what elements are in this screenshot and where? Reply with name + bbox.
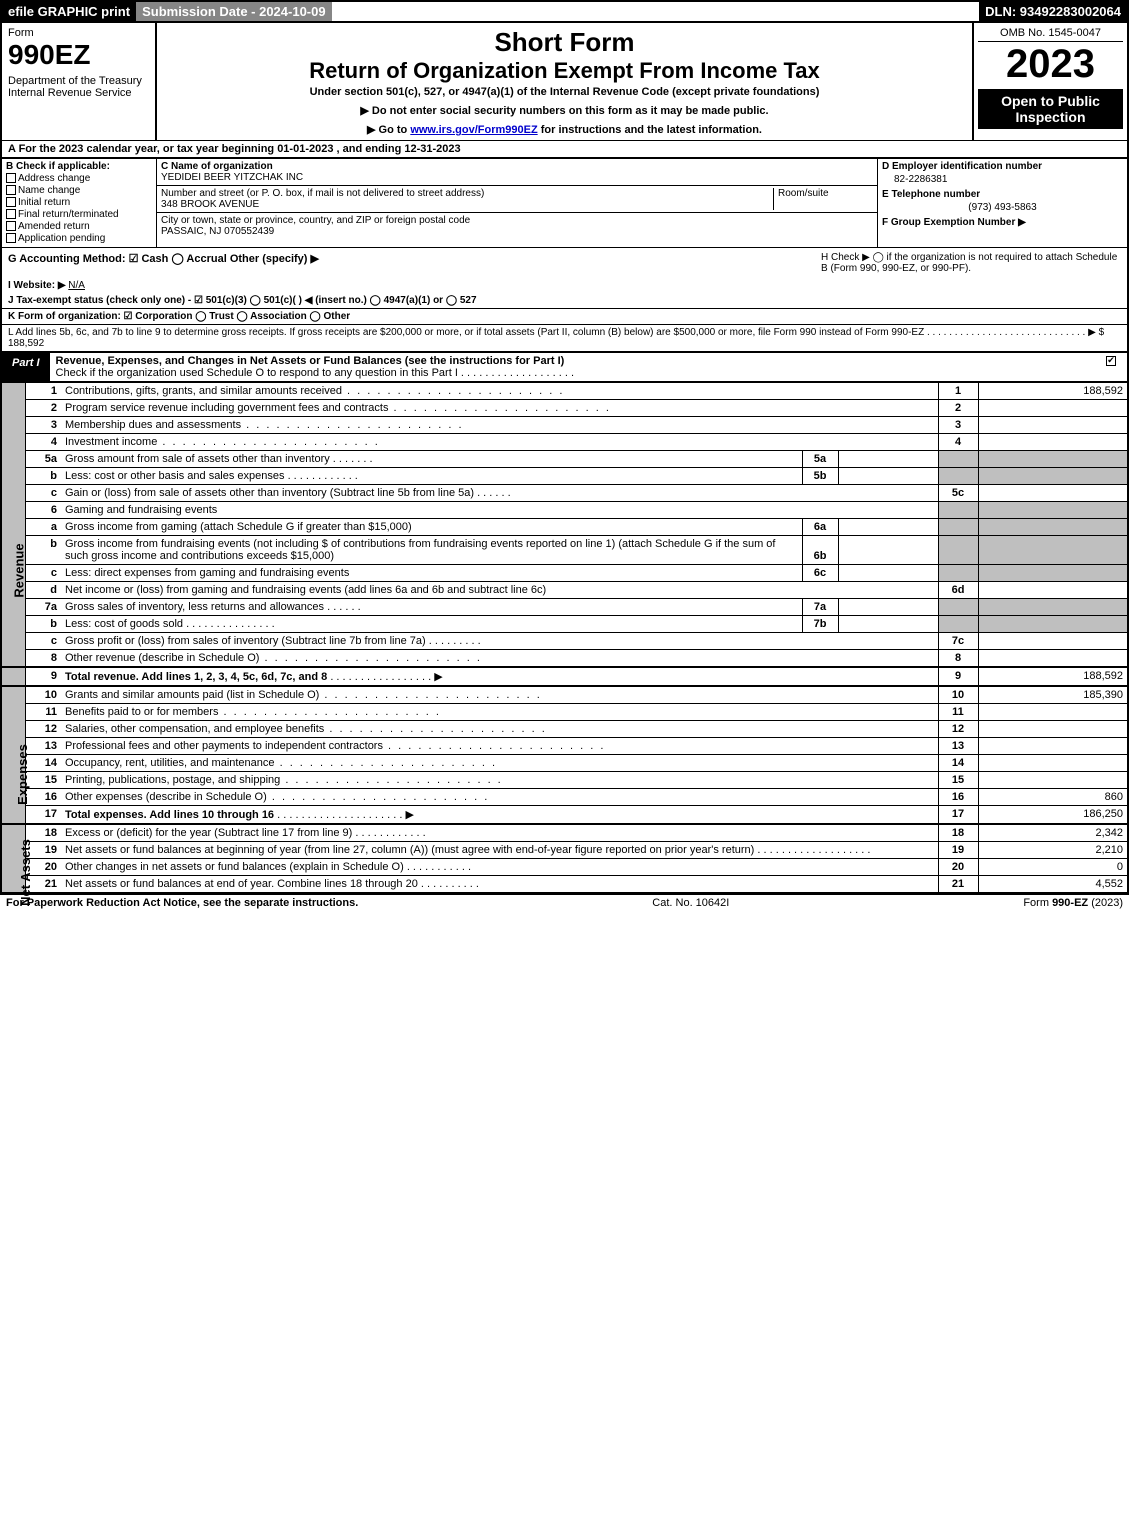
chk-final-return[interactable]: Final return/terminated [6,209,152,220]
footer-left: For Paperwork Reduction Act Notice, see … [6,897,358,909]
side-net-assets: Net Assets [1,824,25,893]
section-j: J Tax-exempt status (check only one) - ☑… [0,293,1129,308]
d-ein-label: D Employer identification number [882,161,1123,172]
irs-link[interactable]: www.irs.gov/Form990EZ [410,124,537,136]
instr2-post: for instructions and the latest informat… [538,124,762,136]
footer-mid: Cat. No. 10642I [358,897,1023,909]
form-number: 990EZ [8,39,149,71]
section-c: C Name of organization YEDIDEI BEER YITZ… [157,159,877,247]
h-schedule-b: H Check ▶ ◯ if the organization is not r… [821,252,1121,274]
instruction-2: ▶ Go to www.irs.gov/Form990EZ for instru… [161,123,968,136]
telephone: (973) 493-5863 [882,200,1123,217]
section-b: B Check if applicable: Address change Na… [2,159,157,247]
part1-title: Revenue, Expenses, and Changes in Net As… [50,353,1097,381]
g-accounting: G Accounting Method: ☑ Cash ◯ Accrual Ot… [8,252,821,274]
section-k: K Form of organization: ☑ Corporation ◯ … [0,308,1129,324]
line-1-val: 188,592 [978,383,1128,400]
chk-application-pending[interactable]: Application pending [6,233,152,244]
short-form-title: Short Form [161,27,968,58]
form-header: Form 990EZ Department of the Treasury In… [0,23,1129,140]
b-header: B Check if applicable: [6,161,152,172]
section-bcd: B Check if applicable: Address change Na… [0,159,1129,248]
org-name: YEDIDEI BEER YITZCHAK INC [161,172,303,183]
footer-right: Form 990-EZ (2023) [1023,897,1123,909]
c-street-label: Number and street (or P. O. box, if mail… [161,188,484,199]
section-i: I Website: ▶ N/A [0,278,1129,293]
dept-label: Department of the Treasury Internal Reve… [8,75,149,99]
org-street: 348 BROOK AVENUE [161,199,259,210]
top-bar: efile GRAPHIC print Submission Date - 20… [0,0,1129,23]
ein: 82-2286381 [882,172,1123,189]
efile-label: efile GRAPHIC print [2,2,136,21]
form-label: Form [8,27,149,39]
section-gh: G Accounting Method: ☑ Cash ◯ Accrual Ot… [0,248,1129,278]
e-tel-label: E Telephone number [882,189,1123,200]
chk-address-change[interactable]: Address change [6,173,152,184]
omb-number: OMB No. 1545-0047 [978,27,1123,42]
submission-date: Submission Date - 2024-10-09 [136,2,332,21]
c-city-label: City or town, state or province, country… [161,215,470,226]
i-label: I Website: ▶ [8,280,66,291]
instruction-1: ▶ Do not enter social security numbers o… [161,104,968,117]
title-col: Short Form Return of Organization Exempt… [157,23,972,140]
open-public: Open to Public Inspection [978,89,1123,129]
f-group-label: F Group Exemption Number ▶ [882,217,1123,228]
side-revenue: Revenue [1,383,25,667]
section-l: L Add lines 5b, 6c, and 7b to line 9 to … [0,324,1129,353]
part1-checkbox[interactable] [1097,353,1127,381]
dln: DLN: 93492283002064 [979,2,1127,21]
c-room-label: Room/suite [778,188,829,199]
chk-name-change[interactable]: Name change [6,185,152,196]
subtitle: Under section 501(c), 527, or 4947(a)(1)… [161,86,968,98]
section-a: A For the 2023 calendar year, or tax yea… [0,140,1129,159]
tax-year: 2023 [978,42,1123,87]
part1-sub: Check if the organization used Schedule … [56,367,1091,379]
chk-initial-return[interactable]: Initial return [6,197,152,208]
page-footer: For Paperwork Reduction Act Notice, see … [0,894,1129,911]
section-def: D Employer identification number 82-2286… [877,159,1127,247]
line-1-no: 1 [25,383,61,400]
side-expenses: Expenses [1,686,25,824]
part1-label: Part I [2,353,50,381]
year-col: OMB No. 1545-0047 2023 Open to Public In… [972,23,1127,140]
chk-amended-return[interactable]: Amended return [6,221,152,232]
part1-table: Revenue 1 Contributions, gifts, grants, … [0,383,1129,894]
website: N/A [68,280,85,291]
part1-header: Part I Revenue, Expenses, and Changes in… [0,353,1129,383]
c-name-label: C Name of organization [161,161,273,172]
org-city: PASSAIC, NJ 070552439 [161,226,274,237]
line-1-desc: Contributions, gifts, grants, and simila… [61,383,938,400]
line-1-num: 1 [938,383,978,400]
main-title: Return of Organization Exempt From Incom… [161,58,968,84]
instr2-pre: ▶ Go to [367,124,410,136]
form-id-col: Form 990EZ Department of the Treasury In… [2,23,157,140]
